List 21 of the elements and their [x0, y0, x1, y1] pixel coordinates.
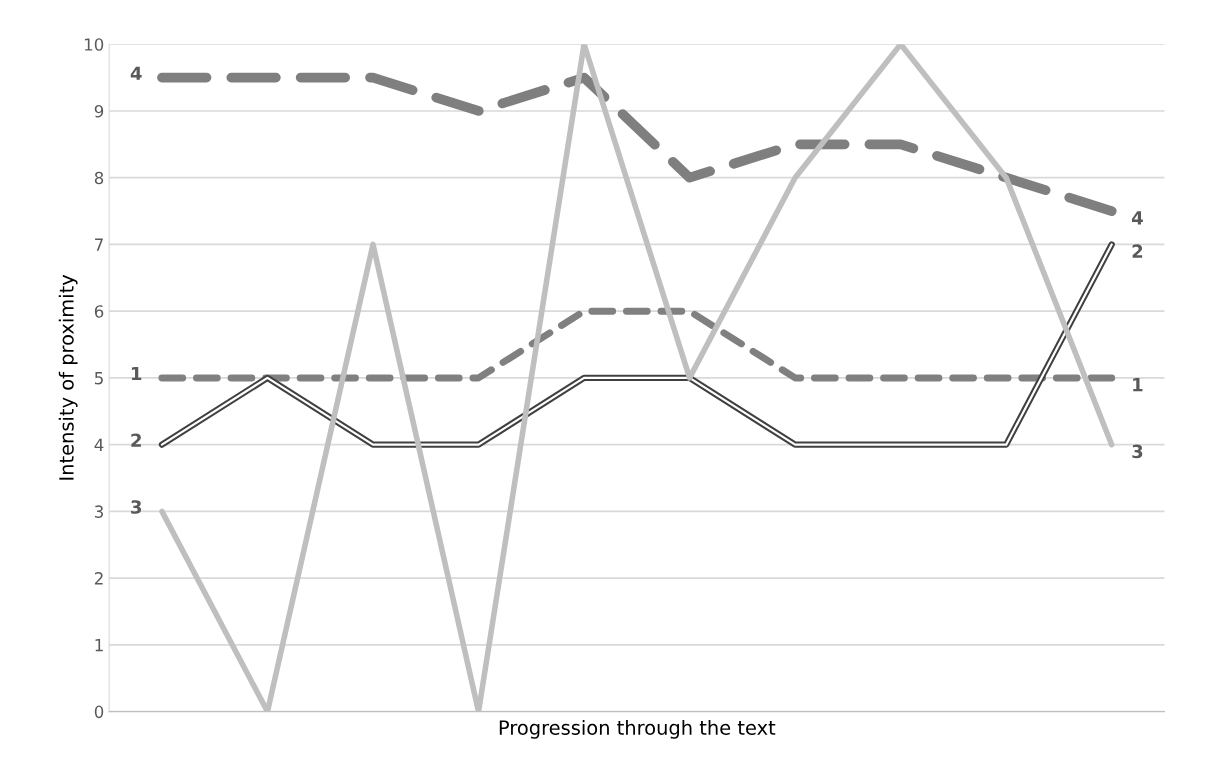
text: 2 [131, 433, 141, 447]
series-label: 4 [1131, 211, 1143, 225]
y-tick-label: 2 [94, 572, 103, 585]
y-tick-label: 9 [94, 104, 104, 118]
text: 3 [131, 500, 142, 514]
x-axis-title: Progression through the text [499, 719, 776, 739]
y-tick-label: 4 [94, 438, 104, 451]
series-label: 3 [1132, 444, 1143, 459]
y-tick-label: 5 [94, 372, 103, 385]
y-axis-title: Intensity of proximity [58, 274, 78, 480]
series-label: 2 [1132, 244, 1143, 258]
y-tick-label: 10 [84, 38, 104, 51]
y-tick-label: 8 [94, 171, 104, 185]
y-tick-label: 0 [94, 705, 104, 719]
text: 1 [1133, 378, 1143, 392]
series-label: 1 [131, 366, 142, 381]
y-tick-label: 3 [94, 505, 103, 518]
y-tick-label: 6 [94, 305, 104, 318]
y-tick-label: 1 [95, 639, 103, 652]
text: 4 [130, 66, 142, 80]
y-tick-label: 7 [95, 238, 103, 251]
